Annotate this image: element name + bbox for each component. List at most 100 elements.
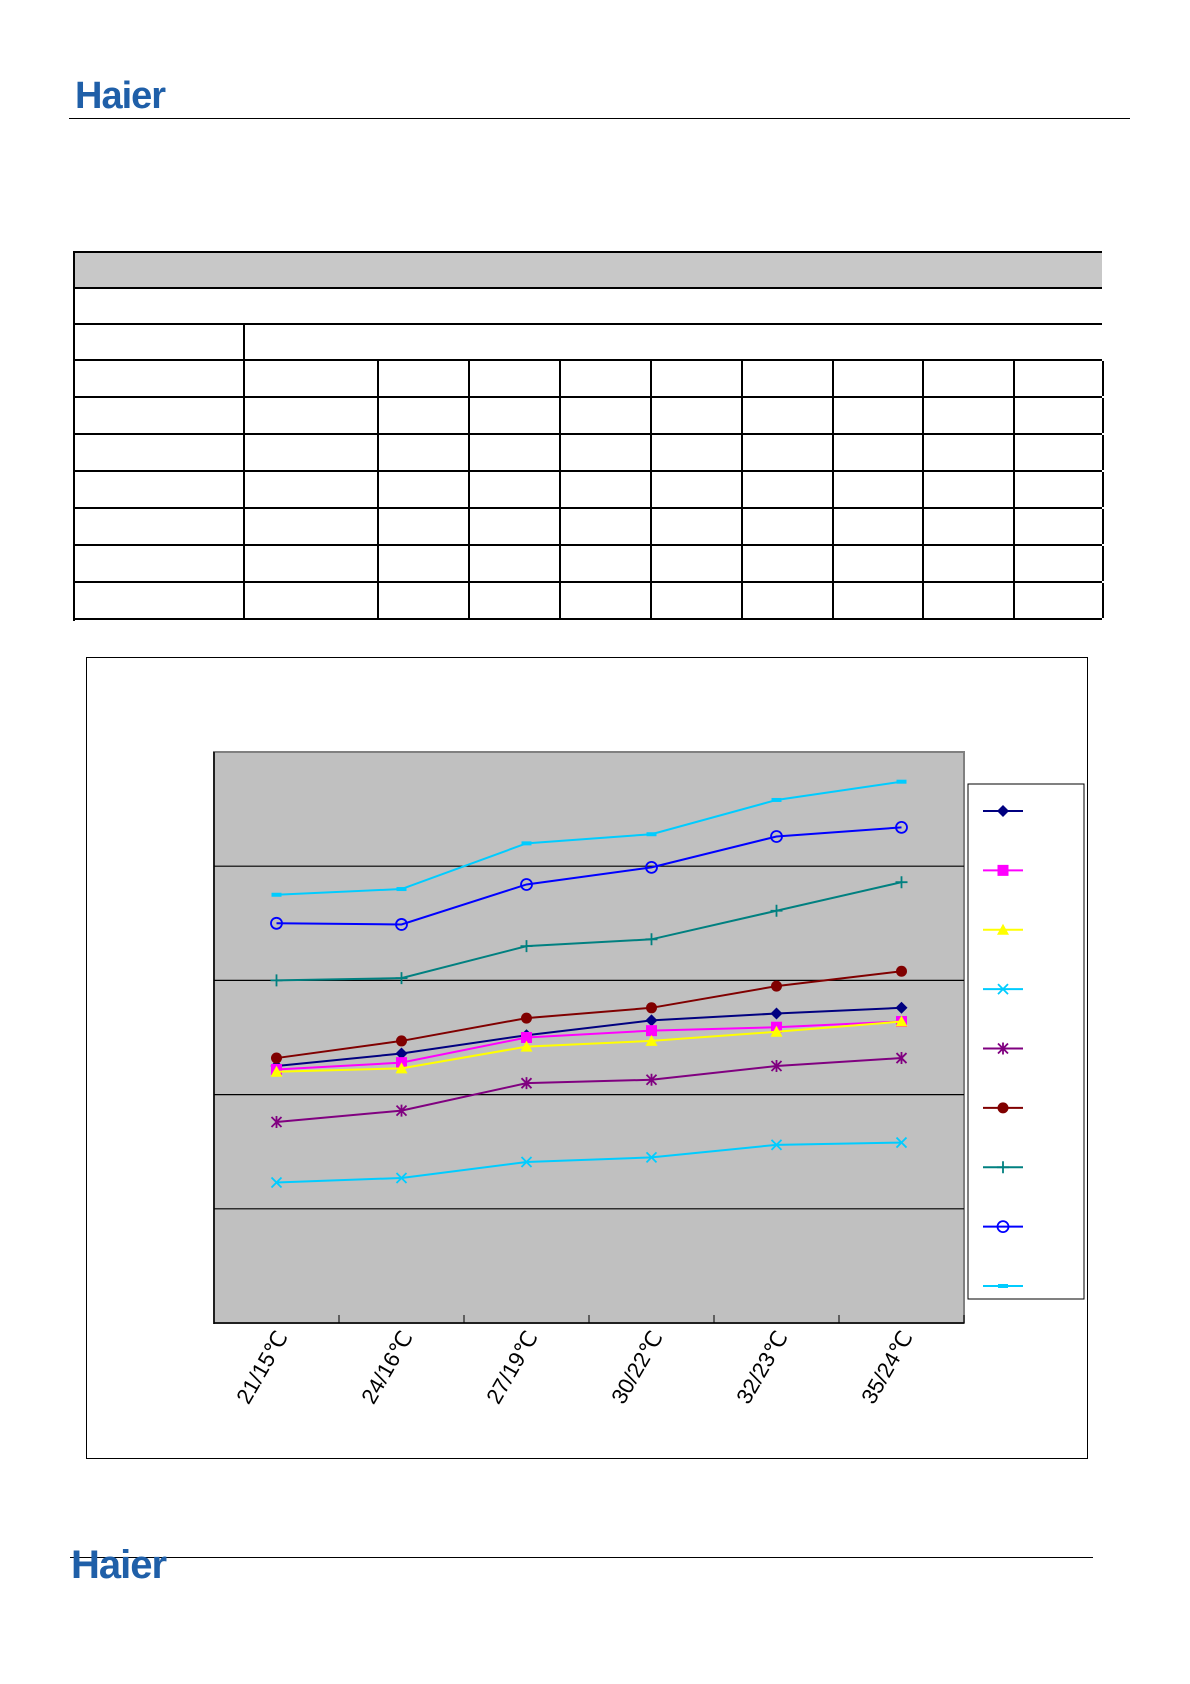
table-cell: [561, 472, 652, 507]
series-line: [276, 1020, 902, 1073]
series-line: [276, 1020, 902, 1071]
table-row: [75, 398, 1104, 435]
data-point: [395, 1062, 408, 1074]
data-point: [270, 1176, 283, 1189]
table-cell: [245, 398, 379, 433]
table-cell: [75, 325, 245, 359]
data-point: [770, 904, 783, 917]
table-cell: [379, 509, 470, 544]
table-cell: [470, 583, 561, 618]
data-point: [646, 1002, 657, 1014]
data-point: [521, 1032, 532, 1043]
table-cell: [75, 435, 245, 470]
table-cell: [561, 509, 652, 544]
data-point: [771, 797, 782, 802]
data-point: [770, 830, 783, 843]
legend-marker: [997, 923, 1009, 935]
table-cell: [834, 398, 924, 433]
table-cell: [561, 435, 652, 470]
table-cell: [75, 546, 245, 581]
table-cell: [743, 546, 834, 581]
table-row: [75, 253, 1102, 289]
data-point: [271, 892, 282, 897]
series-line: [276, 1057, 902, 1124]
series-5: [270, 1052, 908, 1129]
data-point: [770, 1007, 783, 1020]
legend-item-2: [983, 864, 1023, 876]
data-point: [521, 1012, 532, 1024]
chart-frame: 21/15℃ 24/16℃ 27/19℃ 30/22℃ 32/23℃ 35/24℃: [86, 657, 1088, 1459]
data-point: [270, 1065, 283, 1077]
data-point: [895, 1136, 908, 1149]
table-row: [75, 546, 1104, 583]
table-cell: [652, 398, 743, 433]
table-cell: [379, 435, 470, 470]
data-point: [395, 1172, 408, 1184]
table-cell: [1015, 398, 1104, 433]
series-8: [270, 820, 908, 931]
table-cell: [379, 361, 470, 396]
table-cell: [75, 472, 245, 507]
table-cell: [834, 583, 924, 618]
data-point: [895, 1001, 908, 1014]
legend-marker: [997, 1042, 1009, 1055]
data-point: [645, 1151, 658, 1164]
data-point: [520, 1040, 533, 1052]
legend-marker: [998, 1284, 1008, 1288]
data-point: [645, 1073, 658, 1086]
table-cell: [924, 398, 1015, 433]
table-cell: [561, 583, 652, 618]
table-cell: [561, 398, 652, 433]
legend-marker: [997, 805, 1009, 817]
table-cell: [743, 472, 834, 507]
data-point: [770, 1139, 783, 1151]
data-point: [270, 974, 283, 987]
legend-marker: [997, 983, 1009, 995]
table-cell: [245, 325, 1104, 359]
data-point: [770, 1025, 783, 1037]
legend-marker: [997, 864, 1009, 876]
table-cell: [470, 546, 561, 581]
header-divider: [69, 118, 1130, 119]
table-cell: [834, 509, 924, 544]
table-cell: [470, 472, 561, 507]
data-point: [770, 1060, 783, 1073]
table-cell: [743, 583, 834, 618]
data-point: [895, 1052, 908, 1065]
legend-item-3: [983, 923, 1023, 935]
table-cell: [924, 472, 1015, 507]
x-tick-label: 32/23℃: [731, 1326, 793, 1408]
table-cell: [652, 361, 743, 396]
table-cell: [1015, 435, 1104, 470]
plot-area: [213, 751, 965, 1324]
data-point: [646, 1025, 657, 1037]
table-row: [75, 435, 1104, 472]
table-cell: [652, 472, 743, 507]
legend-marker: [997, 1161, 1009, 1174]
table-cell: [561, 546, 652, 581]
table-row: [75, 472, 1104, 509]
legend-box: [967, 783, 1085, 1300]
data-point: [520, 940, 533, 953]
series-9: [271, 779, 907, 897]
data-point: [645, 860, 658, 874]
table-row: [75, 361, 1104, 398]
table-cell: [75, 398, 245, 433]
table-cell: [245, 509, 379, 544]
data-point: [646, 832, 657, 837]
legend-item-7: [983, 1161, 1023, 1174]
data-point: [896, 779, 907, 784]
table-row: [75, 509, 1104, 546]
table-cell: [1015, 546, 1104, 581]
series-line: [276, 881, 902, 982]
table-cell: [245, 361, 379, 396]
table-cell: [743, 509, 834, 544]
table-cell: [245, 583, 379, 618]
table-cell: [245, 435, 379, 470]
legend-item-9: [983, 1284, 1023, 1288]
series-line: [276, 826, 902, 926]
data-point: [395, 1047, 408, 1060]
x-tick-label: 24/16℃: [356, 1326, 418, 1408]
table-cell: [75, 253, 1104, 287]
series-line: [276, 1141, 902, 1184]
